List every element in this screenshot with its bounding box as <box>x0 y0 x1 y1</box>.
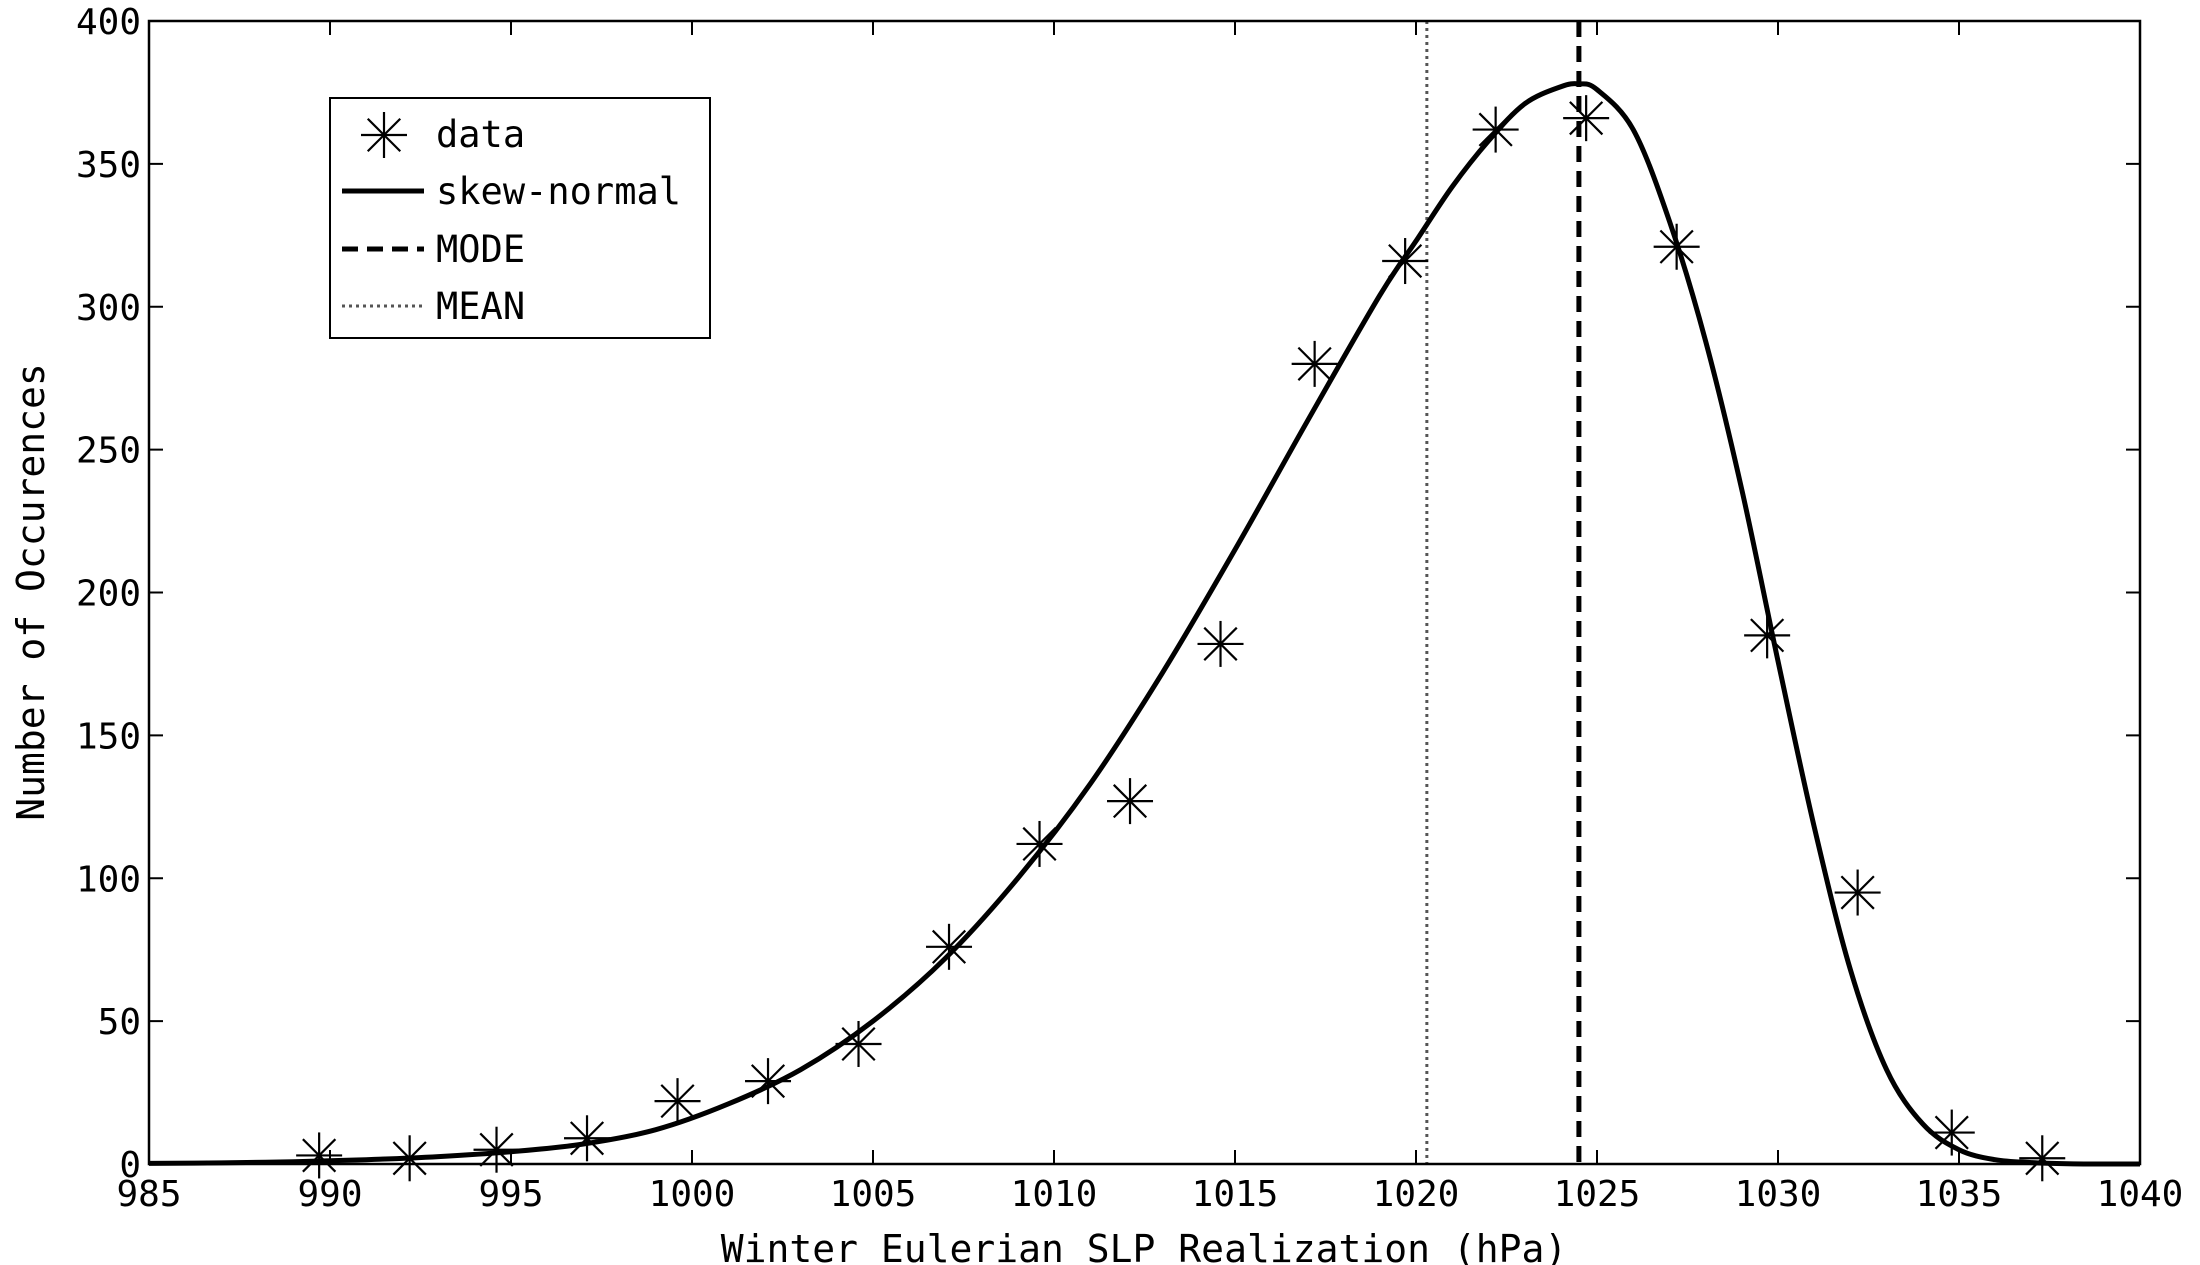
x-tick-label: 1035 <box>1916 1174 2003 1215</box>
legend: data skew-normal MODE MEAN <box>329 97 711 339</box>
data-point <box>296 1132 343 1179</box>
data-point <box>835 1020 882 1067</box>
data-point <box>1107 778 1154 825</box>
x-axis-label: Winter Eulerian SLP Realization (hPa) <box>721 1227 1567 1265</box>
y-tick-label: 150 <box>76 716 141 757</box>
data-point <box>1382 238 1429 285</box>
x-tick-label: 995 <box>478 1174 543 1215</box>
plot-area <box>148 21 2141 1182</box>
data-point <box>1291 340 1338 387</box>
x-tick-label: 1000 <box>649 1174 736 1215</box>
data-point <box>926 923 973 970</box>
data-point <box>1653 223 1700 270</box>
legend-label-skew-normal: skew-normal <box>436 170 681 213</box>
data-point <box>473 1126 520 1173</box>
skew-normal-curve <box>148 81 2141 1167</box>
x-tick-label: 1040 <box>2097 1174 2184 1215</box>
x-tick-label: 1010 <box>1011 1174 1098 1215</box>
data-point <box>1197 620 1244 667</box>
y-tick-label: 250 <box>76 431 141 472</box>
y-tick-label: 100 <box>76 859 141 900</box>
legend-label-data: data <box>436 113 525 156</box>
x-tick-label: 1015 <box>1192 1174 1279 1215</box>
x-tick-label: 1025 <box>1554 1174 1641 1215</box>
data-point <box>654 1078 701 1125</box>
data-point <box>2019 1135 2066 1182</box>
x-tick-label: 1005 <box>830 1174 917 1215</box>
data-point <box>1472 106 1519 153</box>
data-point <box>1928 1109 1975 1156</box>
y-tick-label: 350 <box>76 145 141 186</box>
data-point <box>564 1115 611 1162</box>
data-point <box>1834 869 1881 916</box>
data-point <box>1744 612 1791 659</box>
y-tick-label: 0 <box>119 1145 141 1186</box>
x-tick-label: 985 <box>116 1174 181 1215</box>
y-tick-label: 300 <box>76 288 141 329</box>
y-tick-label: 50 <box>98 1002 141 1043</box>
data-point <box>745 1058 792 1105</box>
x-tick-label: 1030 <box>1735 1174 1822 1215</box>
data-point <box>386 1135 433 1182</box>
plot-frame <box>147 19 2142 1166</box>
y-tick-label: 400 <box>76 2 141 43</box>
data-point <box>1563 95 1610 142</box>
legend-label-mode: MODE <box>436 228 525 271</box>
data-point <box>1016 820 1063 867</box>
legend-box <box>329 97 711 339</box>
axis-ticks: 985 990 995 1000 1005 1010 1015 1020 1025 1030 103… <box>76 2 2183 1215</box>
x-tick-label: 990 <box>297 1174 362 1215</box>
legend-asterisk-icon <box>361 112 407 158</box>
y-axis-label: Number of Occurences <box>9 363 53 821</box>
x-tick-label: 1020 <box>1373 1174 1460 1215</box>
legend-label-mean: MEAN <box>436 285 525 328</box>
legend-data-marker <box>361 112 407 158</box>
y-tick-label: 200 <box>76 574 141 615</box>
